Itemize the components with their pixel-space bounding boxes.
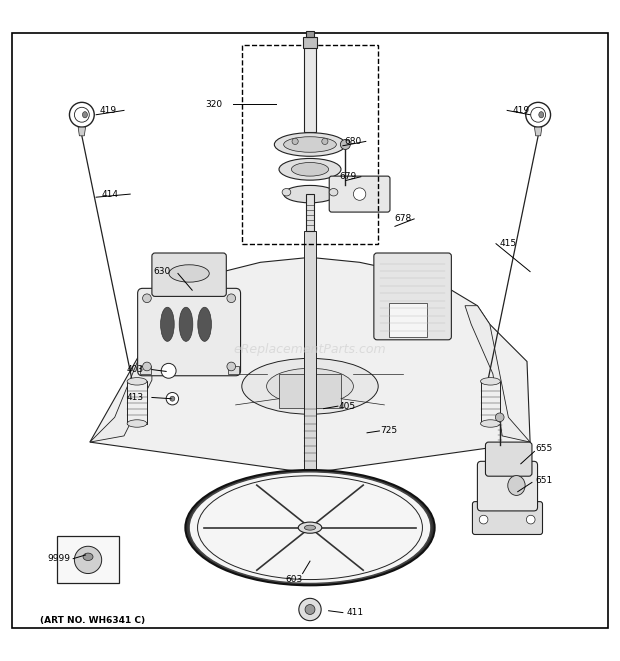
Text: 630: 630 [154,267,171,276]
Ellipse shape [242,358,378,414]
Ellipse shape [198,476,422,580]
Circle shape [143,362,151,371]
Text: 419: 419 [512,106,529,115]
Text: 405: 405 [339,402,356,410]
Text: 603: 603 [285,575,303,584]
Polygon shape [90,299,167,442]
Ellipse shape [294,380,326,393]
Circle shape [353,188,366,200]
Text: eReplacementParts.com: eReplacementParts.com [234,342,386,356]
Bar [57,536,119,584]
FancyBboxPatch shape [472,502,542,535]
Ellipse shape [169,265,210,282]
Circle shape [74,546,102,574]
Circle shape [227,294,236,303]
Ellipse shape [329,188,338,196]
Ellipse shape [480,377,500,385]
Circle shape [69,102,94,127]
Bar [304,231,316,473]
Bar [279,374,341,408]
Ellipse shape [291,163,329,176]
Text: 679: 679 [340,173,357,181]
Bar [306,194,314,231]
Text: 414: 414 [102,190,119,198]
Text: 678: 678 [394,214,412,223]
Ellipse shape [83,553,93,561]
Ellipse shape [298,522,322,533]
Ellipse shape [480,420,500,427]
Text: 413: 413 [126,393,144,402]
Text: 419: 419 [100,106,117,115]
Bar [303,37,317,48]
Circle shape [166,393,179,405]
FancyBboxPatch shape [152,253,226,296]
Text: 680: 680 [345,137,362,146]
Ellipse shape [292,138,298,145]
Ellipse shape [283,186,336,203]
Polygon shape [78,127,86,136]
Text: 415: 415 [500,239,517,248]
FancyBboxPatch shape [374,253,451,340]
Bar [140,366,151,374]
Text: 320: 320 [205,100,223,108]
Polygon shape [534,127,542,136]
Ellipse shape [185,470,435,586]
Text: 411: 411 [347,608,364,617]
Circle shape [161,364,176,378]
FancyBboxPatch shape [477,461,538,511]
Polygon shape [90,257,530,473]
Bar [127,381,147,424]
Ellipse shape [127,420,147,427]
Circle shape [227,362,236,371]
Ellipse shape [275,133,346,156]
Circle shape [531,107,546,122]
Text: 9999: 9999 [47,554,71,563]
Text: 655: 655 [536,444,553,453]
Ellipse shape [322,138,328,145]
Ellipse shape [161,307,174,341]
Ellipse shape [189,472,431,584]
Circle shape [74,107,89,122]
Ellipse shape [198,307,211,341]
FancyBboxPatch shape [138,288,241,375]
Circle shape [170,396,175,401]
Ellipse shape [283,137,336,152]
Ellipse shape [127,377,147,385]
FancyBboxPatch shape [485,442,532,476]
Text: 725: 725 [380,426,397,436]
Text: (ART NO. WH6341 C): (ART NO. WH6341 C) [40,615,146,625]
Polygon shape [465,305,530,442]
Ellipse shape [267,368,353,405]
Text: 651: 651 [536,476,553,485]
Bar [306,31,314,37]
Text: 403: 403 [126,365,144,374]
Circle shape [340,139,350,149]
Bar [242,46,378,244]
Ellipse shape [304,525,316,530]
Circle shape [526,516,535,524]
Ellipse shape [179,307,193,341]
Bar [389,303,427,336]
Circle shape [479,516,488,524]
Ellipse shape [82,112,87,118]
Circle shape [495,413,504,422]
Circle shape [143,294,151,303]
Ellipse shape [539,112,544,118]
Ellipse shape [279,159,341,180]
Circle shape [305,605,315,615]
Bar [228,366,239,374]
FancyBboxPatch shape [329,176,390,212]
Circle shape [526,102,551,127]
Bar [480,381,500,424]
Ellipse shape [282,188,291,196]
Ellipse shape [508,475,525,496]
Bar [304,42,316,132]
Circle shape [299,598,321,621]
